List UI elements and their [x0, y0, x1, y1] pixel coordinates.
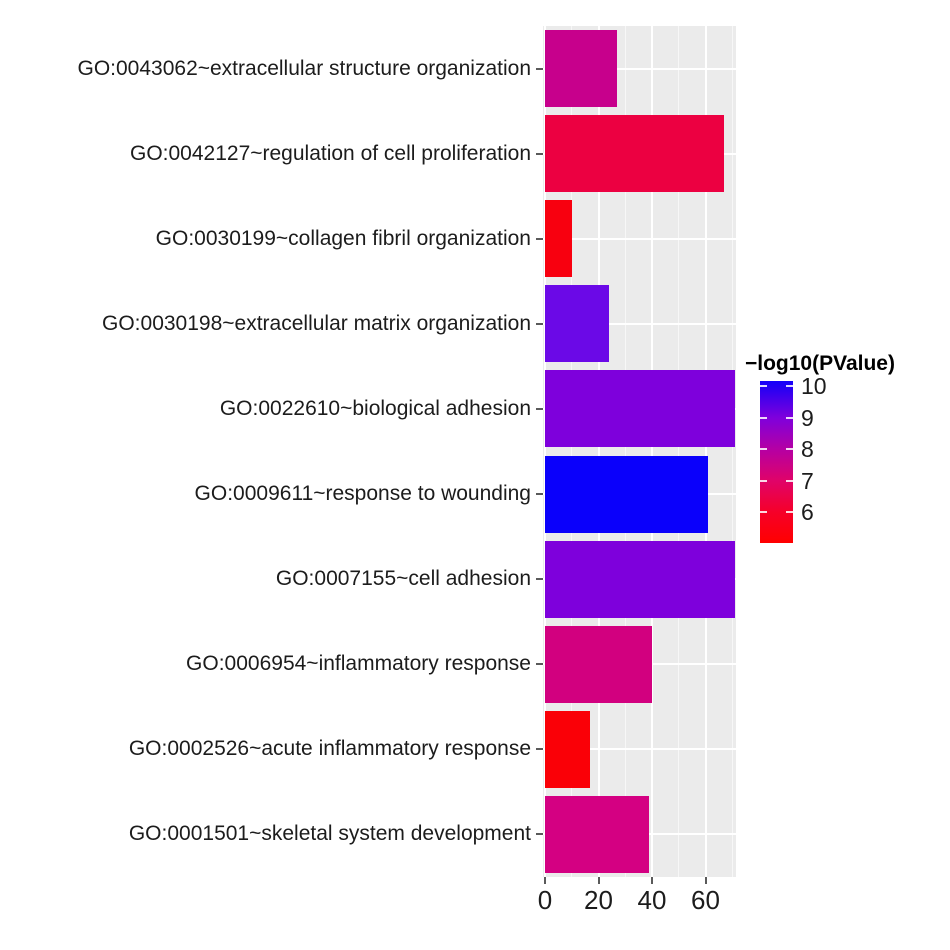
y-axis-label: GO:0002526~acute inflammatory response [128, 737, 531, 761]
y-axis-tick [536, 237, 543, 240]
y-axis-tick [536, 152, 543, 155]
y-axis-label: GO:0022610~biological adhesion [219, 396, 531, 420]
gridline-vertical-minor [571, 26, 573, 877]
gridline-vertical-minor [624, 26, 626, 877]
y-axis-label: GO:0043062~extracellular structure organ… [77, 56, 531, 80]
x-axis-tick [704, 877, 707, 884]
y-axis-tick [536, 748, 543, 751]
gridline-horizontal [543, 748, 736, 751]
x-axis-tick [651, 877, 653, 884]
legend-tick-label: 10 [801, 373, 827, 400]
bar-GO:0007155 [545, 540, 735, 618]
legend-tick-label: 6 [801, 498, 814, 525]
bar-GO:0002526 [545, 710, 591, 788]
legend-colorbar [760, 381, 793, 543]
gridline-vertical-major [704, 26, 707, 877]
gridline-horizontal [543, 322, 736, 325]
gridline-horizontal [543, 67, 736, 70]
legend-tick-label: 9 [801, 404, 814, 431]
gridline-vertical-major [544, 26, 546, 877]
y-axis-label: GO:0009611~response to wounding [194, 482, 531, 506]
legend-tick-label: 8 [801, 436, 814, 463]
gridline-vertical-minor [731, 26, 733, 877]
y-axis-tick [536, 493, 543, 496]
legend-tick [760, 416, 767, 419]
y-axis-tick [536, 322, 543, 325]
bar-GO:0043062 [545, 30, 618, 108]
gridline-horizontal [543, 237, 736, 240]
legend-tick [786, 385, 793, 388]
gridline-vertical-major [597, 26, 600, 877]
bar-GO:0022610 [545, 370, 735, 448]
legend-tick [760, 385, 767, 388]
bar-GO:0006954 [545, 625, 652, 703]
legend-tick [786, 416, 793, 419]
legend-tick [786, 510, 793, 513]
y-axis-tick [536, 663, 543, 666]
y-axis-label: GO:0001501~skeletal system development [128, 822, 531, 846]
x-axis-label: 20 [584, 885, 613, 915]
legend-tick [786, 479, 793, 482]
gridline-vertical-major [651, 26, 653, 877]
y-axis-tick [536, 67, 543, 70]
x-axis-label: 0 [537, 885, 553, 915]
x-axis-label: 40 [637, 885, 667, 915]
y-axis-label: GO:0030198~extracellular matrix organiza… [102, 311, 531, 335]
y-axis-label: GO:0030199~collagen fibril organization [155, 226, 531, 250]
legend-tick [760, 448, 767, 451]
x-axis-tick [597, 877, 600, 884]
y-axis-tick [536, 407, 543, 410]
bar-GO:0042127 [545, 115, 725, 193]
legend-title: −log10(PValue) [745, 352, 895, 375]
legend-tick [760, 479, 767, 482]
legend-tick [760, 510, 767, 513]
y-axis-tick [536, 833, 543, 836]
legend-tick-label: 7 [801, 467, 814, 494]
gridline-vertical-minor [678, 26, 680, 877]
legend-tick [786, 448, 793, 451]
y-axis-label: GO:0006954~inflammatory response [186, 652, 531, 676]
bar-GO:0001501 [545, 795, 650, 873]
y-axis-label: GO:0007155~cell adhesion [275, 567, 531, 591]
bar-GO:0009611 [545, 455, 709, 533]
x-axis-label: 60 [691, 885, 720, 915]
x-axis-tick [544, 877, 546, 884]
plot-panel [543, 26, 736, 877]
bar-GO:0030199 [545, 200, 572, 278]
bar-GO:0030198 [545, 285, 610, 363]
y-axis-tick [536, 578, 543, 581]
y-axis-label: GO:0042127~regulation of cell proliferat… [129, 141, 531, 165]
